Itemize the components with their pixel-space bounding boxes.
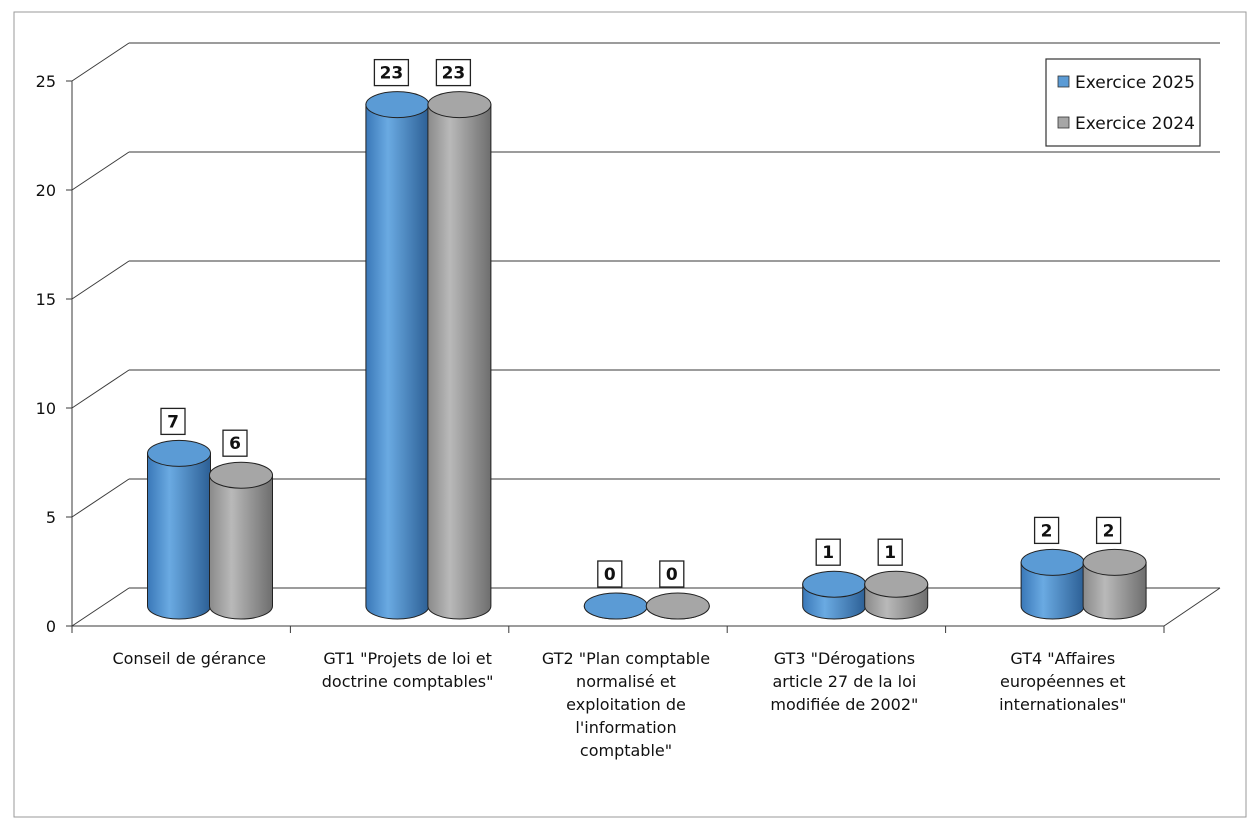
svg-text:23: 23 [442, 64, 466, 84]
legend-swatch-exercice-2024 [1057, 116, 1070, 129]
gridline [71, 369, 1220, 409]
data-label: 2 [1095, 516, 1122, 545]
data-label: 1 [815, 538, 841, 566]
floor-edge [1163, 587, 1221, 627]
bar-exercice-2025 [365, 91, 430, 620]
gridline [71, 151, 1220, 191]
data-labels: 7 6 23 23 0 0 1 1 2 2 [160, 58, 1122, 588]
legend: Exercice 2025 Exercice 2024 [1045, 58, 1201, 147]
svg-text:0: 0 [604, 565, 616, 585]
category-label: GT1 "Projets de loi et doctrine comptable… [322, 649, 494, 691]
bars [147, 91, 1147, 620]
svg-text:0: 0 [666, 565, 678, 585]
bar-exercice-2025 [147, 439, 211, 620]
svg-text:6: 6 [229, 434, 241, 454]
data-label: 6 [222, 429, 248, 457]
legend-box [1045, 58, 1201, 147]
y-tick-label: 20 [36, 181, 56, 200]
y-axis-ticks: 0 5 10 15 20 25 [36, 72, 72, 636]
bar-exercice-2024 [209, 461, 273, 620]
bar-exercice-2024 [864, 570, 929, 620]
y-tick-label: 0 [46, 617, 56, 636]
bar-exercice-2024 [645, 592, 710, 620]
data-label: 7 [160, 407, 186, 436]
svg-text:2: 2 [1041, 521, 1053, 541]
bar-exercice-2024 [1082, 548, 1147, 620]
legend-label-exercice-2025: Exercice 2025 [1075, 73, 1195, 93]
category-label: GT4 "Affaires européennes et international… [999, 649, 1126, 714]
category-label: GT3 "Dérogations article 27 de la loi modi… [770, 649, 918, 714]
chart-border [13, 11, 1247, 818]
data-label: 0 [659, 560, 685, 588]
category-label: Conseil de gérance [112, 649, 266, 668]
svg-text:23: 23 [380, 64, 404, 84]
bar-exercice-2024 [427, 91, 492, 620]
data-label: 2 [1033, 516, 1060, 545]
svg-text:7: 7 [167, 412, 179, 432]
legend-label-exercice-2024: Exercice 2024 [1075, 114, 1195, 134]
svg-text:2: 2 [1103, 521, 1115, 541]
data-label: 0 [597, 560, 623, 588]
data-label: 23 [373, 58, 410, 87]
data-label: 23 [435, 58, 472, 87]
y-tick-label: 15 [36, 290, 56, 309]
gridline [71, 478, 1220, 518]
bar-exercice-2025 [802, 570, 867, 620]
category-label: GT2 "Plan comptable normalisé et exploitat… [542, 649, 710, 760]
legend-swatch-exercice-2025 [1057, 75, 1070, 88]
y-tick-label: 5 [46, 508, 56, 527]
bar-exercice-2025 [1020, 548, 1085, 620]
y-tick-label: 25 [36, 72, 56, 91]
bar-exercice-2025 [583, 592, 648, 620]
axes [71, 81, 1221, 633]
gridline [71, 42, 1220, 82]
data-label: 1 [877, 538, 903, 566]
gridline [71, 260, 1220, 300]
y-tick-label: 10 [36, 399, 56, 418]
svg-text:1: 1 [822, 543, 834, 563]
x-axis-categories: Conseil de gérance GT1 "Projets de loi et… [112, 649, 1126, 760]
svg-text:1: 1 [884, 543, 896, 563]
